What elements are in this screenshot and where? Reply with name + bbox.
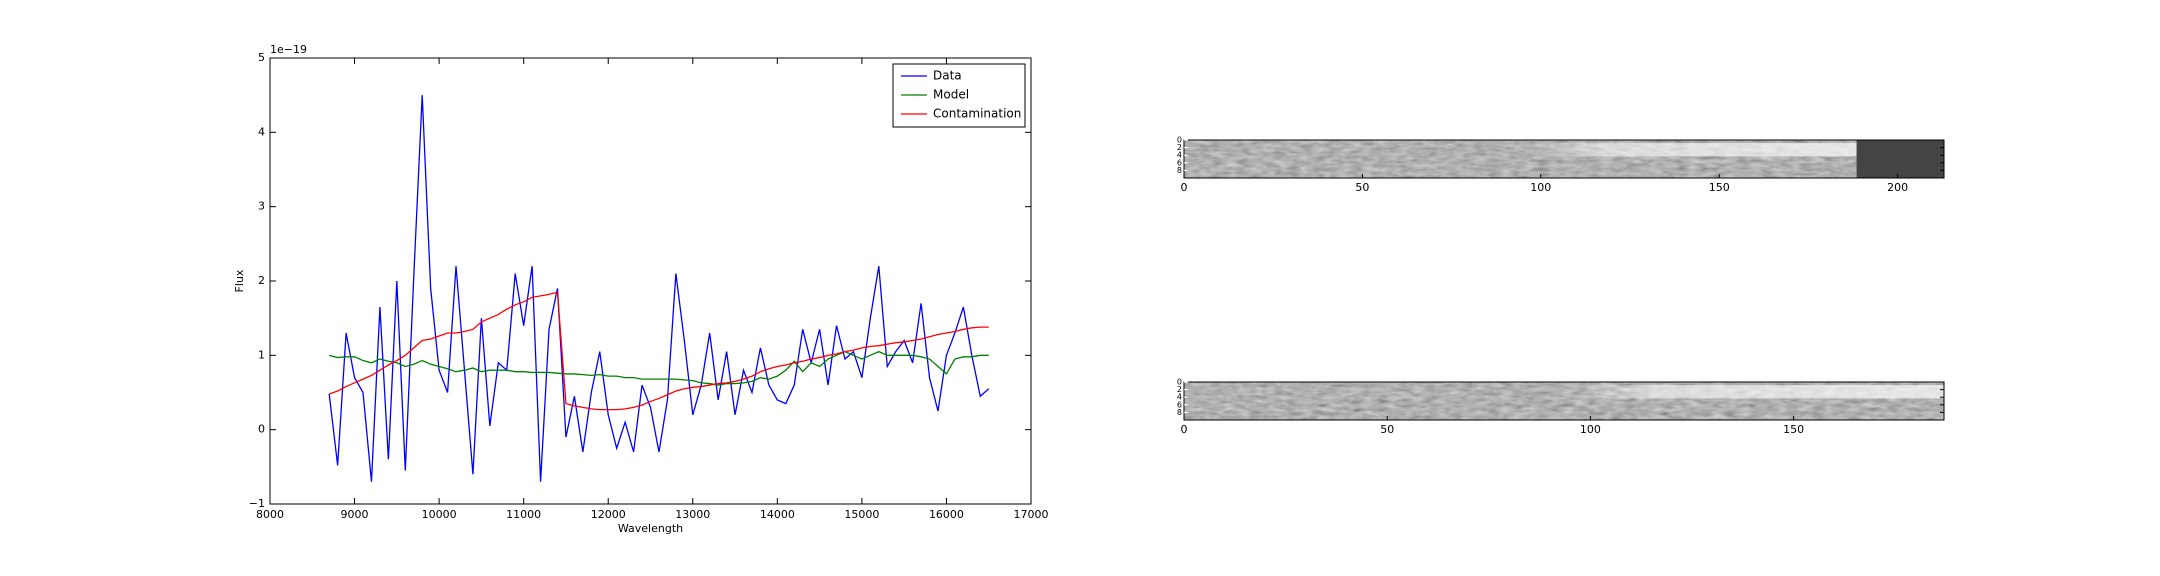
x-tick-label: 12000 (591, 508, 626, 521)
legend-label: Data (933, 69, 962, 83)
x-tick-label: 17000 (1014, 508, 1049, 521)
y-tick-label: −1 (249, 497, 265, 510)
y-tick-label: 0 (1177, 378, 1182, 387)
y-tick-label: 0 (1177, 136, 1182, 145)
x-tick-label: 13000 (675, 508, 710, 521)
y-tick-label: 4 (1177, 393, 1182, 402)
x-tick-label: 8000 (256, 508, 284, 521)
data-line (329, 350, 989, 386)
y-tick-label: 8 (1177, 166, 1182, 175)
x-tick-label: 15000 (844, 508, 879, 521)
x-tick-label: 100 (1530, 181, 1551, 194)
y-tick-label: 1 (258, 348, 265, 361)
x-tick-label: 200 (1887, 181, 1908, 194)
image-frame (1183, 139, 1945, 179)
y-tick-label: 4 (258, 125, 265, 138)
y-tick-label: 6 (1177, 400, 1182, 409)
y-tick-label: 2 (258, 274, 265, 287)
x-tick-label: 0 (1181, 181, 1188, 194)
legend-label: Contamination (933, 107, 1021, 121)
y-tick-label: 0 (258, 423, 265, 436)
y-tick-label: 8 (1177, 408, 1182, 417)
y-tick-label: 5 (258, 51, 265, 64)
y-tick-label: 4 (1177, 151, 1182, 160)
image-frame (1183, 381, 1945, 421)
y-tick-label: 3 (258, 200, 265, 213)
y-axis-label: Flux (233, 269, 246, 292)
x-tick-label: 150 (1783, 423, 1804, 436)
image-blank (1856, 140, 1944, 178)
y-tick-label: 2 (1177, 385, 1182, 394)
data-line (328, 95, 990, 482)
x-tick-label: 150 (1709, 181, 1730, 194)
legend-label: Model (933, 88, 969, 102)
data-line (328, 291, 989, 411)
x-tick-label: 16000 (929, 508, 964, 521)
x-tick-label: 14000 (760, 508, 795, 521)
x-axis-label: Wavelength (618, 522, 683, 535)
y-tick-label: 6 (1177, 158, 1182, 167)
x-tick-label: 10000 (422, 508, 457, 521)
x-tick-label: 100 (1580, 423, 1601, 436)
x-tick-label: 50 (1380, 423, 1394, 436)
image-trace (1526, 143, 1857, 157)
x-tick-label: 11000 (506, 508, 541, 521)
image-trace (1564, 385, 1944, 399)
y-tick-label: 2 (1177, 143, 1182, 152)
x-tick-label: 9000 (341, 508, 369, 521)
offset-text: 1e−19 (270, 43, 307, 56)
x-tick-label: 50 (1355, 181, 1369, 194)
x-tick-label: 0 (1181, 423, 1188, 436)
